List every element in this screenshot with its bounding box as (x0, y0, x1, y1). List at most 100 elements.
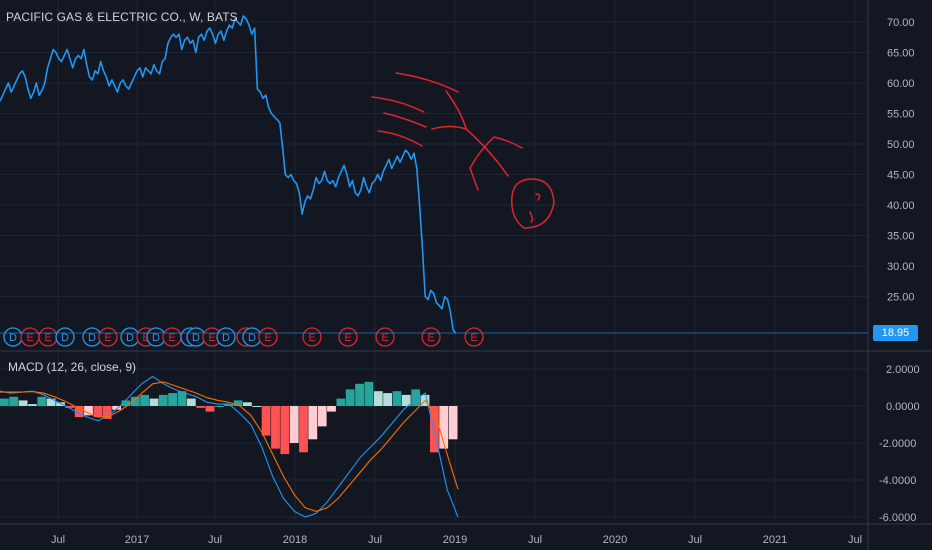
event-marker-label: E (208, 332, 215, 344)
macd-histogram-bar (196, 406, 206, 408)
macd-histogram-bar (373, 391, 383, 406)
price-tick-label: 50.00 (887, 139, 915, 151)
event-marker-label: D (152, 332, 160, 344)
price-tick-label: 35.00 (887, 231, 915, 243)
event-marker-label: E (264, 332, 271, 344)
event-marker-label: E (470, 332, 477, 344)
macd-histogram-bar (177, 391, 187, 406)
price-line (0, 15, 457, 334)
macd-histogram-bar (439, 406, 449, 449)
macd-histogram-bar (252, 406, 262, 407)
event-marker-label: E (104, 332, 111, 344)
event-marker-label: E (381, 332, 388, 344)
macd-histogram-bar (224, 404, 234, 406)
macd-histogram-bar (336, 398, 346, 406)
grid-lines (0, 0, 868, 522)
event-marker-label: E (44, 332, 51, 344)
time-tick-label: 2017 (125, 534, 149, 546)
last-price-badge: 18.95 (873, 325, 918, 341)
macd-histogram-bar (261, 406, 271, 436)
macd-tick-label: -2.0000 (879, 438, 916, 450)
event-marker-label: E (142, 332, 149, 344)
macd-histogram-bar (308, 406, 318, 440)
price-tick-label: 45.00 (887, 170, 915, 182)
macd-histogram-bar (140, 394, 149, 406)
signal-line (0, 381, 459, 512)
macd-histogram-bar (345, 389, 355, 406)
event-marker-label: D (192, 332, 200, 344)
price-tick-label: 25.00 (887, 292, 915, 304)
time-tick-label: Jul (528, 534, 542, 546)
event-marker-label: D (61, 332, 69, 344)
macd-histogram-bar (364, 381, 374, 406)
event-markers[interactable]: DEEDDEDEDEDDEDEDEEEEEE (3, 327, 484, 347)
macd-histogram-bar (327, 406, 336, 412)
macd-line (0, 375, 459, 518)
macd-histogram-bar (392, 391, 402, 406)
time-tick-label: 2020 (603, 534, 627, 546)
macd-histogram-bar (233, 400, 243, 406)
macd-histogram-bar (112, 406, 121, 410)
macd-histogram-bar (401, 394, 411, 406)
drawing-stroke (464, 127, 509, 177)
macd-histogram-bar (28, 404, 37, 406)
event-marker-label: E (427, 332, 434, 344)
macd-histogram-bar (317, 406, 327, 427)
time-tick-label: Jul (368, 534, 382, 546)
macd-histogram-bar (121, 400, 131, 406)
macd-histogram-bar (243, 402, 252, 406)
drawing-stroke (529, 211, 534, 223)
macd-series (0, 375, 459, 518)
macd-histogram-bar (65, 406, 75, 408)
macd-histogram-bar (355, 383, 364, 406)
drawing-stroke (383, 112, 427, 128)
event-marker-label: E (168, 332, 175, 344)
price-tick-label: 65.00 (887, 48, 915, 60)
event-marker-label: E (344, 332, 351, 344)
time-tick-label: 2018 (283, 534, 307, 546)
event-marker-label: E (26, 332, 33, 344)
price-tick-label: 70.00 (887, 17, 915, 29)
drawing-stroke (535, 193, 541, 201)
drawing-stroke (371, 96, 425, 113)
macd-tick-label: -6.0000 (879, 512, 916, 524)
drawing-stroke (493, 136, 523, 149)
chart-title: PACIFIC GAS & ELECTRIC CO., W, BATS (6, 10, 238, 24)
macd-histogram-bar (102, 406, 112, 419)
time-tick-label: 2021 (763, 534, 787, 546)
macd-histogram-bar (84, 406, 93, 416)
macd-histogram-bar (130, 396, 140, 407)
price-series (0, 15, 457, 334)
drawing-stroke (469, 167, 479, 191)
price-tick-label: 40.00 (887, 200, 915, 212)
drawing-stroke (445, 90, 467, 129)
macd-histogram-bar (271, 406, 280, 449)
macd-histogram-bar (448, 406, 458, 440)
time-tick-label: Jul (51, 534, 65, 546)
macd-histogram-bar (186, 398, 196, 406)
time-tick-label: Jul (208, 534, 222, 546)
macd-histogram-bar (289, 406, 299, 443)
drawing-stroke (431, 125, 467, 130)
drawing-stroke (395, 72, 459, 93)
macd-histogram-bar (93, 406, 103, 418)
macd-histogram-bar (0, 398, 9, 406)
macd-histogram-bar (411, 389, 421, 406)
macd-histogram-bar (149, 398, 159, 406)
event-marker-label: E (308, 332, 315, 344)
event-marker-label: D (88, 332, 96, 344)
macd-histogram-bar (158, 394, 168, 406)
drawing-stroke (377, 130, 423, 147)
macd-title: MACD (12, 26, close, 9) (8, 360, 137, 374)
macd-tick-label: -4.0000 (879, 475, 916, 487)
macd-histogram-bar (168, 393, 177, 406)
price-tick-label: 60.00 (887, 78, 915, 90)
trend-drawings (371, 72, 555, 229)
time-tick-label: Jul (688, 534, 702, 546)
macd-histogram-bar (215, 406, 224, 407)
drawing-stroke (469, 136, 495, 169)
macd-histogram-bar (18, 400, 28, 406)
macd-histogram-bar (9, 396, 19, 407)
macd-histogram-bar (74, 406, 84, 418)
